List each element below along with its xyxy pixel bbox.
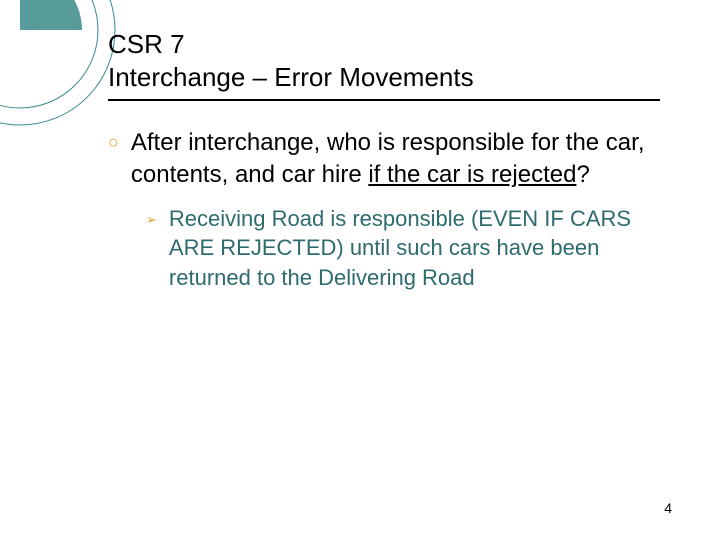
title-block: CSR 7 Interchange – Error Movements xyxy=(108,28,660,101)
main-bullet-row: ○ After interchange, who is responsible … xyxy=(108,127,660,192)
sub-bullet-row: ➢ Receiving Road is responsible (EVEN IF… xyxy=(146,204,660,293)
main-bullet-text: After interchange, who is responsible fo… xyxy=(131,127,660,192)
slide-content: CSR 7 Interchange – Error Movements ○ Af… xyxy=(0,0,720,540)
body-block: ○ After interchange, who is responsible … xyxy=(108,127,660,293)
title-line-2: Interchange – Error Movements xyxy=(108,61,660,94)
main-text-underlined: if the car is rejected xyxy=(368,161,576,188)
title-rule xyxy=(108,99,660,101)
main-text-after: ? xyxy=(576,161,589,188)
sub-bullet-text: Receiving Road is responsible (EVEN IF C… xyxy=(169,204,660,293)
page-number: 4 xyxy=(664,500,672,516)
circle-bullet-icon: ○ xyxy=(108,132,119,153)
arrow-bullet-icon: ➢ xyxy=(146,212,157,228)
title-line-1: CSR 7 xyxy=(108,28,660,61)
